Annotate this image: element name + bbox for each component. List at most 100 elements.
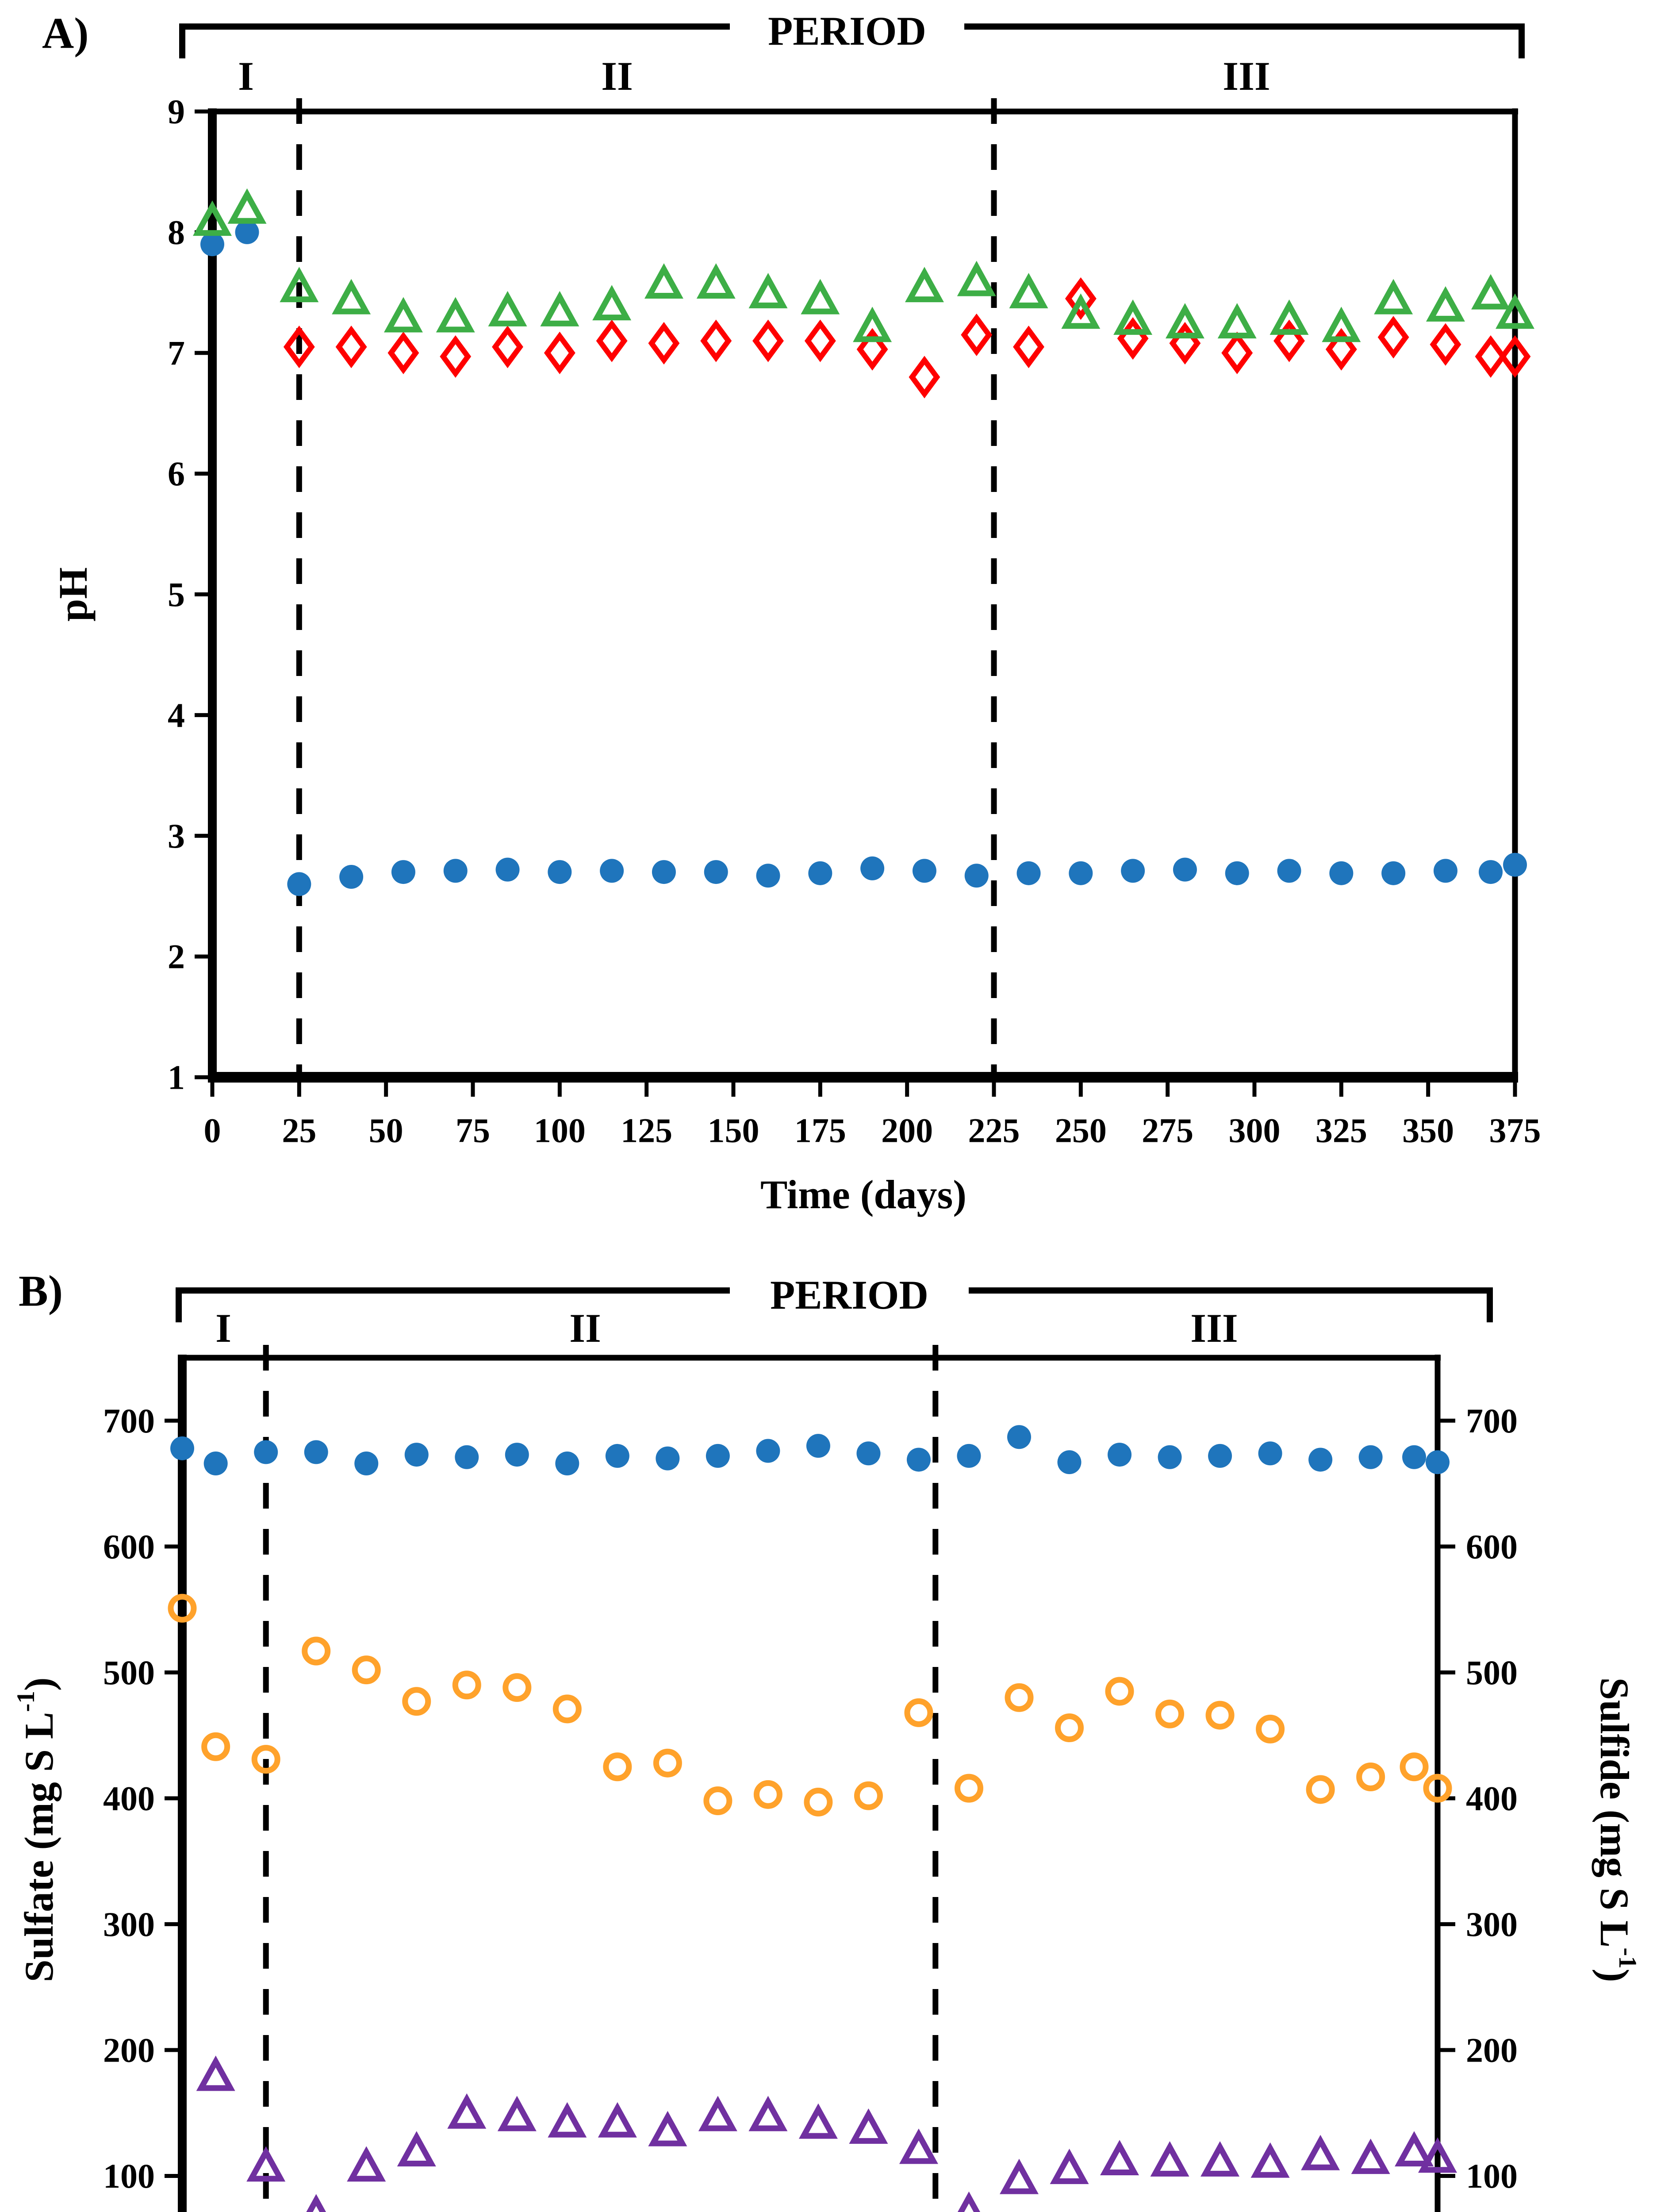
marker: [280, 267, 319, 303]
marker: [1430, 323, 1461, 366]
marker: [698, 2096, 737, 2131]
marker: [804, 319, 836, 362]
panel-letter-label: A): [42, 9, 89, 58]
marker: [753, 1780, 782, 1809]
marker: [488, 291, 527, 326]
marker: [596, 319, 628, 362]
marker: [332, 279, 371, 315]
marker: [648, 2111, 687, 2147]
marker: [170, 1436, 194, 1460]
marker: [387, 331, 419, 374]
marker: [906, 1448, 931, 1472]
marker: [203, 1452, 228, 1476]
x-axis-title: Time (days): [760, 1172, 966, 1217]
marker: [1479, 860, 1503, 884]
marker: [1308, 1448, 1333, 1472]
marker: [193, 200, 232, 236]
marker: [704, 860, 728, 884]
marker: [904, 1698, 933, 1727]
marker: [196, 2055, 235, 2091]
marker: [756, 864, 780, 888]
marker: [806, 1434, 830, 1458]
marker: [391, 860, 415, 884]
marker: [1273, 319, 1305, 362]
marker: [1329, 861, 1354, 885]
marker: [339, 865, 364, 889]
period-label: I: [238, 54, 254, 99]
marker: [798, 2103, 838, 2139]
marker: [1395, 2131, 1434, 2167]
marker: [352, 1655, 381, 1685]
marker: [447, 2093, 487, 2129]
marker: [1423, 1774, 1452, 1803]
period-header-label: PERIOD: [768, 8, 926, 54]
marker: [455, 1445, 479, 1469]
period-label: II: [569, 1306, 601, 1351]
marker: [1499, 335, 1531, 378]
y-tick-label-right: 300: [1466, 1905, 1518, 1943]
marker: [849, 2108, 888, 2144]
marker: [544, 331, 575, 374]
marker: [555, 1452, 579, 1476]
marker: [304, 1440, 328, 1464]
marker: [954, 1774, 983, 1803]
marker: [1009, 273, 1048, 308]
marker: [1225, 861, 1249, 885]
marker: [1258, 1441, 1282, 1466]
marker: [436, 297, 475, 333]
x-tick-label: 50: [369, 1111, 403, 1150]
y-tick-label: 700: [103, 1402, 155, 1440]
marker: [251, 1745, 280, 1774]
marker: [1475, 335, 1507, 378]
plot-border: [178, 1355, 1441, 2212]
marker: [1277, 859, 1301, 883]
marker: [592, 285, 632, 321]
marker: [1250, 2142, 1290, 2178]
marker: [1426, 286, 1465, 322]
y-tick-label-right: 200: [1466, 2031, 1518, 2069]
marker: [752, 319, 784, 362]
marker: [1113, 299, 1153, 335]
marker: [1381, 861, 1406, 885]
y-tick-label: 400: [103, 1779, 155, 1817]
marker: [1217, 303, 1257, 339]
marker: [548, 860, 572, 884]
period-bracket-left: [179, 23, 730, 58]
marker: [644, 263, 683, 299]
marker: [1050, 2148, 1089, 2184]
marker: [1426, 1450, 1450, 1475]
marker: [860, 856, 885, 880]
marker: [648, 322, 680, 365]
y-tick-label: 3: [168, 817, 185, 855]
marker: [905, 267, 944, 303]
marker: [1200, 2141, 1240, 2177]
marker: [703, 1786, 733, 1816]
y-tick-label: 7: [168, 334, 185, 372]
marker: [1005, 1683, 1034, 1712]
marker: [1065, 277, 1097, 320]
marker: [1016, 861, 1041, 885]
marker: [1100, 2139, 1139, 2175]
marker: [600, 859, 624, 883]
x-tick-label: 275: [1142, 1111, 1193, 1150]
marker: [603, 1752, 632, 1782]
x-tick-label: 350: [1402, 1111, 1454, 1150]
marker: [909, 356, 940, 399]
marker: [1165, 303, 1204, 339]
marker: [964, 864, 989, 888]
marker: [1105, 1677, 1134, 1706]
marker: [402, 1687, 431, 1716]
marker: [497, 2096, 537, 2131]
marker: [1108, 1443, 1132, 1467]
y-tick-label: 2: [168, 937, 185, 976]
y-tick-label: 5: [168, 575, 185, 614]
marker: [1301, 2135, 1340, 2170]
marker: [1471, 274, 1511, 310]
series-orange-open-circle-sulfate-effluent: [168, 1594, 1452, 1816]
marker: [254, 1440, 278, 1464]
marker: [1057, 1450, 1082, 1475]
